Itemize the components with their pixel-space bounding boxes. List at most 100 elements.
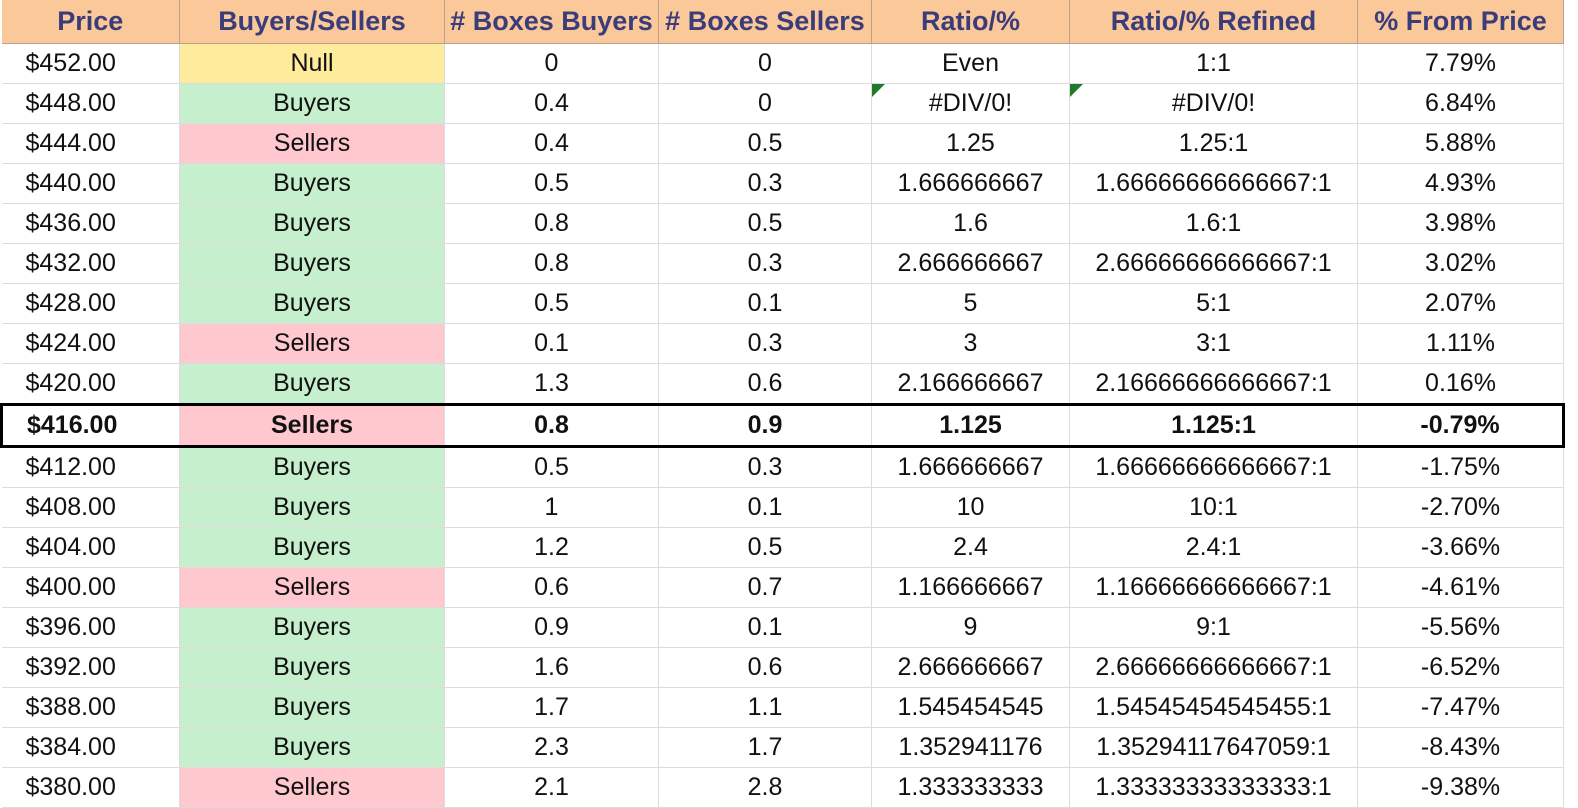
cell-boxes-sellers[interactable]: 0.6 [658,363,872,405]
cell-price[interactable]: $400.00 [1,567,180,608]
cell-ratio-refined[interactable]: 2.4:1 [1069,527,1358,568]
cell-ratio[interactable]: 2.166666667 [871,363,1070,405]
cell-buyers-sellers[interactable]: Buyers [179,243,445,284]
cell-buyers-sellers[interactable]: Buyers [179,83,445,124]
cell-from-price[interactable]: 3.02% [1357,243,1564,284]
cell-boxes-sellers[interactable]: 0.5 [658,527,872,568]
cell-from-price[interactable]: 6.84% [1357,83,1564,124]
cell-ratio[interactable]: 5 [871,283,1070,324]
cell-ratio[interactable]: 1.545454545 [871,687,1070,728]
cell-from-price[interactable]: -2.70% [1357,487,1564,528]
header-boxes-sellers[interactable]: # Boxes Sellers [658,0,872,44]
cell-ratio-refined[interactable]: 10:1 [1069,487,1358,528]
cell-ratio-refined[interactable]: 1:1 [1069,43,1358,84]
cell-price[interactable]: $384.00 [1,727,180,768]
cell-ratio-refined[interactable]: 1.54545454545455:1 [1069,687,1358,728]
cell-boxes-sellers[interactable]: 0.3 [658,243,872,284]
cell-ratio-refined[interactable]: 1.6:1 [1069,203,1358,244]
cell-ratio-refined[interactable]: 2.66666666666667:1 [1069,647,1358,688]
cell-from-price[interactable]: -5.56% [1357,607,1564,648]
cell-price[interactable]: $388.00 [1,687,180,728]
cell-boxes-buyers[interactable]: 0.8 [444,243,659,284]
cell-ratio[interactable]: 2.666666667 [871,243,1070,284]
header-ratio[interactable]: Ratio/% [871,0,1070,44]
cell-price[interactable]: $436.00 [1,203,180,244]
cell-boxes-buyers[interactable]: 0.8 [444,403,659,448]
cell-buyers-sellers[interactable]: Buyers [179,527,445,568]
cell-ratio[interactable]: 1.166666667 [871,567,1070,608]
cell-price[interactable]: $440.00 [1,163,180,204]
cell-buyers-sellers[interactable]: Sellers [179,767,445,808]
cell-ratio-refined[interactable]: 1.66666666666667:1 [1069,446,1358,488]
cell-from-price[interactable]: -6.52% [1357,647,1564,688]
header-price[interactable]: Price [1,0,180,44]
cell-boxes-buyers[interactable]: 1.3 [444,363,659,405]
cell-ratio-refined[interactable]: #DIV/0! [1069,83,1358,124]
cell-price[interactable]: $428.00 [1,283,180,324]
cell-from-price[interactable]: -3.66% [1357,527,1564,568]
cell-from-price[interactable]: 1.11% [1357,323,1564,364]
cell-ratio-refined[interactable]: 1.125:1 [1069,403,1358,448]
cell-from-price[interactable]: 7.79% [1357,43,1564,84]
cell-boxes-buyers[interactable]: 0.5 [444,283,659,324]
cell-price[interactable]: $392.00 [1,647,180,688]
cell-ratio[interactable]: 9 [871,607,1070,648]
cell-buyers-sellers[interactable]: Buyers [179,203,445,244]
cell-buyers-sellers[interactable]: Buyers [179,487,445,528]
cell-buyers-sellers[interactable]: Buyers [179,163,445,204]
cell-boxes-buyers[interactable]: 1.2 [444,527,659,568]
cell-buyers-sellers[interactable]: Sellers [179,403,445,448]
cell-boxes-buyers[interactable]: 0.5 [444,163,659,204]
error-indicator-icon[interactable] [1070,84,1083,97]
cell-boxes-sellers[interactable]: 0.3 [658,323,872,364]
cell-ratio[interactable]: #DIV/0! [871,83,1070,124]
cell-boxes-buyers[interactable]: 0.8 [444,203,659,244]
cell-ratio[interactable]: Even [871,43,1070,84]
cell-boxes-sellers[interactable]: 2.8 [658,767,872,808]
cell-price[interactable]: $380.00 [1,767,180,808]
cell-buyers-sellers[interactable]: Buyers [179,363,445,405]
cell-ratio[interactable]: 2.666666667 [871,647,1070,688]
cell-boxes-buyers[interactable]: 0.1 [444,323,659,364]
cell-ratio[interactable]: 1.352941176 [871,727,1070,768]
cell-boxes-sellers[interactable]: 1.1 [658,687,872,728]
cell-boxes-sellers[interactable]: 0 [658,83,872,124]
header-boxes-buyers[interactable]: # Boxes Buyers [444,0,659,44]
cell-ratio[interactable]: 1.666666667 [871,163,1070,204]
cell-boxes-buyers[interactable]: 1 [444,487,659,528]
cell-buyers-sellers[interactable]: Buyers [179,607,445,648]
cell-from-price[interactable]: -9.38% [1357,767,1564,808]
cell-boxes-sellers[interactable]: 0.3 [658,446,872,488]
cell-boxes-sellers[interactable]: 0.6 [658,647,872,688]
cell-from-price[interactable]: -7.47% [1357,687,1564,728]
cell-buyers-sellers[interactable]: Buyers [179,283,445,324]
cell-boxes-buyers[interactable]: 0 [444,43,659,84]
cell-price[interactable]: $404.00 [1,527,180,568]
cell-buyers-sellers[interactable]: Buyers [179,446,445,488]
cell-boxes-sellers[interactable]: 0.3 [658,163,872,204]
cell-boxes-buyers[interactable]: 0.6 [444,567,659,608]
cell-ratio[interactable]: 1.125 [871,403,1070,448]
cell-boxes-sellers[interactable]: 0.1 [658,487,872,528]
cell-boxes-buyers[interactable]: 0.9 [444,607,659,648]
cell-from-price[interactable]: 5.88% [1357,123,1564,164]
cell-price[interactable]: $452.00 [1,43,180,84]
cell-ratio[interactable]: 1.6 [871,203,1070,244]
cell-buyers-sellers[interactable]: Sellers [179,323,445,364]
cell-ratio-refined[interactable]: 9:1 [1069,607,1358,648]
header-buyers-sellers[interactable]: Buyers/Sellers [179,0,445,44]
cell-boxes-buyers[interactable]: 2.3 [444,727,659,768]
cell-price[interactable]: $408.00 [1,487,180,528]
cell-boxes-sellers[interactable]: 0.5 [658,203,872,244]
header-ratio-refined[interactable]: Ratio/% Refined [1069,0,1358,44]
cell-boxes-sellers[interactable]: 0.5 [658,123,872,164]
cell-from-price[interactable]: -8.43% [1357,727,1564,768]
cell-boxes-buyers[interactable]: 1.6 [444,647,659,688]
cell-buyers-sellers[interactable]: Sellers [179,123,445,164]
cell-boxes-sellers[interactable]: 0.7 [658,567,872,608]
cell-price[interactable]: $432.00 [1,243,180,284]
cell-price[interactable]: $444.00 [1,123,180,164]
cell-from-price[interactable]: 3.98% [1357,203,1564,244]
cell-ratio[interactable]: 3 [871,323,1070,364]
cell-price[interactable]: $396.00 [1,607,180,648]
